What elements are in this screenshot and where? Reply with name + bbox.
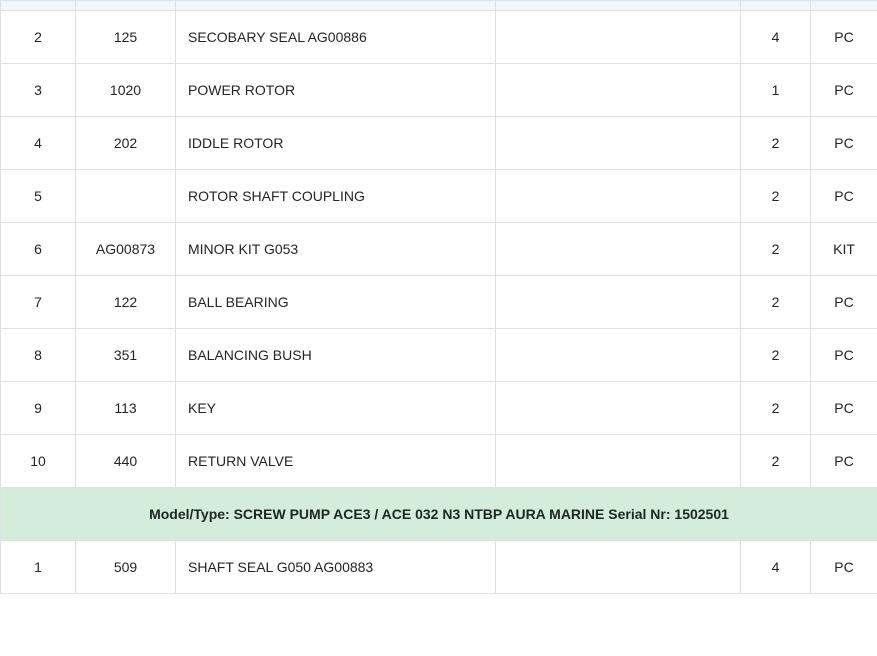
cell-no: 9 — [1, 382, 76, 435]
cell-no: 10 — [1, 435, 76, 488]
cell-qty: 2 — [741, 117, 811, 170]
cell-unit: PC — [811, 170, 877, 223]
col-header-no — [1, 1, 76, 11]
parts-table: 2125SECOBARY SEAL AG008864PC31020POWER R… — [0, 0, 877, 594]
cell-unit: PC — [811, 435, 877, 488]
cell-qty: 2 — [741, 382, 811, 435]
table-row: 7122BALL BEARING 2PC — [1, 276, 877, 329]
table-row: 5 ROTOR SHAFT COUPLING 2PC — [1, 170, 877, 223]
cell-extra — [496, 11, 741, 64]
table-row: 2125SECOBARY SEAL AG00886 4PC — [1, 11, 877, 64]
table-row: 9113KEY 2PC — [1, 382, 877, 435]
section-header-row: Model/Type: SCREW PUMP ACE3 / ACE 032 N3… — [1, 488, 877, 541]
cell-no: 2 — [1, 11, 76, 64]
cell-unit: PC — [811, 117, 877, 170]
cell-qty: 2 — [741, 223, 811, 276]
cell-code: 202 — [76, 117, 176, 170]
cell-unit: PC — [811, 276, 877, 329]
cell-code: 122 — [76, 276, 176, 329]
cell-qty: 1 — [741, 64, 811, 117]
cell-extra — [496, 329, 741, 382]
cell-no: 8 — [1, 329, 76, 382]
col-header-qty — [741, 1, 811, 11]
cell-desc: ROTOR SHAFT COUPLING — [176, 170, 496, 223]
cell-extra — [496, 435, 741, 488]
cell-desc: MINOR KIT G053 — [176, 223, 496, 276]
cell-code: 351 — [76, 329, 176, 382]
cell-no: 3 — [1, 64, 76, 117]
cell-no: 4 — [1, 117, 76, 170]
cell-desc: KEY — [176, 382, 496, 435]
cell-qty: 2 — [741, 170, 811, 223]
cell-no: 1 — [1, 541, 76, 594]
cell-qty: 2 — [741, 329, 811, 382]
cell-qty: 4 — [741, 541, 811, 594]
cell-no: 7 — [1, 276, 76, 329]
cell-code: 113 — [76, 382, 176, 435]
table-row: 1509SHAFT SEAL G050 AG00883 4PC — [1, 541, 877, 594]
cell-qty: 2 — [741, 276, 811, 329]
cell-desc: POWER ROTOR — [176, 64, 496, 117]
table-row: 10440RETURN VALVE 2PC — [1, 435, 877, 488]
table-header-row — [1, 1, 877, 11]
cell-unit: KIT — [811, 223, 877, 276]
cell-code: 440 — [76, 435, 176, 488]
col-header-code — [76, 1, 176, 11]
cell-unit: PC — [811, 541, 877, 594]
cell-unit: PC — [811, 11, 877, 64]
cell-desc: BALL BEARING — [176, 276, 496, 329]
col-header-unit — [811, 1, 877, 11]
cell-unit: PC — [811, 382, 877, 435]
cell-code: 125 — [76, 11, 176, 64]
cell-desc: SHAFT SEAL G050 AG00883 — [176, 541, 496, 594]
table-row: 6AG00873MINOR KIT G053 2KIT — [1, 223, 877, 276]
cell-unit: PC — [811, 64, 877, 117]
cell-code — [76, 170, 176, 223]
cell-desc: IDDLE ROTOR — [176, 117, 496, 170]
cell-extra — [496, 541, 741, 594]
col-header-extra — [496, 1, 741, 11]
cell-unit: PC — [811, 329, 877, 382]
cell-qty: 2 — [741, 435, 811, 488]
cell-extra — [496, 64, 741, 117]
section-header-label: Model/Type: SCREW PUMP ACE3 / ACE 032 N3… — [1, 488, 877, 541]
table-row: 8351BALANCING BUSH 2PC — [1, 329, 877, 382]
cell-desc: SECOBARY SEAL AG00886 — [176, 11, 496, 64]
cell-code: 509 — [76, 541, 176, 594]
cell-extra — [496, 117, 741, 170]
cell-extra — [496, 170, 741, 223]
cell-desc: BALANCING BUSH — [176, 329, 496, 382]
cell-no: 6 — [1, 223, 76, 276]
cell-desc: RETURN VALVE — [176, 435, 496, 488]
cell-no: 5 — [1, 170, 76, 223]
cell-code: AG00873 — [76, 223, 176, 276]
table-row: 4202IDDLE ROTOR 2PC — [1, 117, 877, 170]
table-row: 31020POWER ROTOR 1PC — [1, 64, 877, 117]
cell-extra — [496, 382, 741, 435]
cell-extra — [496, 223, 741, 276]
cell-extra — [496, 276, 741, 329]
cell-code: 1020 — [76, 64, 176, 117]
col-header-desc — [176, 1, 496, 11]
cell-qty: 4 — [741, 11, 811, 64]
